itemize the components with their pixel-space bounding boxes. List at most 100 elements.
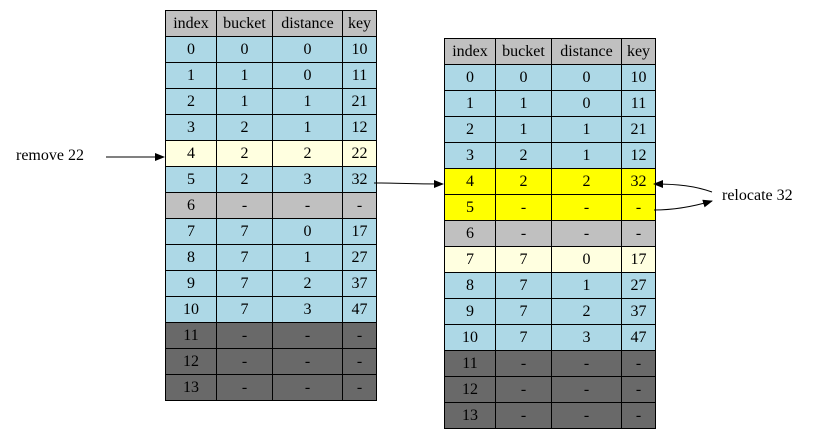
distance-cell: 1 [272,244,343,271]
bucket-cell: - [216,322,273,349]
bucket-cell: 7 [216,218,273,245]
key-cell: - [621,376,656,403]
distance-cell: 0 [551,64,622,91]
bucket-cell: 2 [216,140,273,167]
key-cell: 21 [621,116,656,143]
bucket-cell: - [495,402,552,429]
distance-cell: 3 [272,296,343,323]
index-cell: 1 [165,62,217,89]
index-cell: 7 [165,218,217,245]
table-row: 7 7 0 17 [165,218,377,245]
index-cell: 2 [444,116,496,143]
distance-cell: 3 [272,166,343,193]
table-row: 3 2 1 12 [165,114,377,141]
column-header-key: key [342,10,377,37]
distance-cell: - [272,322,343,349]
distance-cell: 0 [551,246,622,273]
left-hash-table: index bucket distance key 0 0 0 10 1 1 0 11 2 1 1 2… [165,10,377,401]
distance-cell: 3 [551,324,622,351]
index-cell: 10 [444,324,496,351]
key-cell: 11 [621,90,656,117]
table-row: 13- - - [444,402,656,429]
index-cell: 5 [444,194,496,221]
distance-cell: - [272,374,343,401]
index-cell: 2 [165,88,217,115]
bucket-cell: - [216,374,273,401]
distance-cell: 1 [551,272,622,299]
index-cell: 11 [165,322,217,349]
bucket-cell: - [495,376,552,403]
key-cell: 37 [342,270,377,297]
index-cell: 3 [444,142,496,169]
key-cell: 12 [342,114,377,141]
bucket-cell: - [495,194,552,221]
bucket-cell: 1 [216,62,273,89]
table-row: 0 0 0 10 [165,36,377,63]
bucket-cell: 1 [495,116,552,143]
distance-cell: 2 [272,140,343,167]
distance-cell: 0 [272,62,343,89]
key-cell: - [342,374,377,401]
distance-cell: 0 [272,218,343,245]
column-header-bucket: bucket [495,38,552,65]
key-cell: 17 [342,218,377,245]
table-row: 5--- [444,194,656,221]
bucket-cell: 1 [495,90,552,117]
bucket-cell: 0 [216,36,273,63]
table-row: 3 2 1 12 [444,142,656,169]
relocate-annotation-label: relocate 32 [722,187,793,204]
distance-cell: 1 [272,88,343,115]
key-cell: 10 [621,64,656,91]
table-row: 13- - - [165,374,377,401]
relocate-arrow-out [653,199,713,211]
distance-cell: 1 [551,142,622,169]
index-cell: 10 [165,296,217,323]
key-cell: 47 [342,296,377,323]
left-table-body: 0 0 0 10 1 1 0 11 2 1 1 21 3 2 1 12 4 2 2 22 5 2 3 32 6- - -7 7 0 17 8… [165,36,377,401]
table-row: 12- - - [165,348,377,375]
distance-cell: - [551,220,622,247]
bucket-cell: 2 [495,168,552,195]
key-cell: 11 [342,62,377,89]
index-cell: 6 [165,192,217,219]
bucket-cell: 1 [216,88,273,115]
table-row: 12- - - [444,376,656,403]
bucket-cell: 7 [216,296,273,323]
index-cell: 11 [444,350,496,377]
bucket-cell: 2 [216,166,273,193]
distance-cell: - [272,192,343,219]
index-cell: 0 [444,64,496,91]
column-header-index: index [444,38,496,65]
table-row: 4 2 2 22 [165,140,377,167]
remove-annotation-label: remove 22 [16,147,84,164]
table-row: 0 0 0 10 [444,64,656,91]
key-cell: - [621,194,656,221]
bucket-cell: 7 [495,324,552,351]
table-row: 8 7 1 27 [444,272,656,299]
bucket-cell: - [495,350,552,377]
key-cell: 22 [342,140,377,167]
distance-cell: 2 [551,298,622,325]
table-row: 8 7 1 27 [165,244,377,271]
table-row: 1 1 0 11 [444,90,656,117]
distance-cell: - [551,350,622,377]
right-table-header: index bucket distance key [444,38,656,65]
distance-cell: 0 [272,36,343,63]
index-cell: 7 [444,246,496,273]
bucket-cell: 7 [495,246,552,273]
transition-arrow [373,179,444,188]
key-cell: - [621,402,656,429]
right-table-body: 0 0 0 10 1 1 0 11 2 1 1 21 3 2 1 12 4 2 2 32 5- - -6- - -7 7 0 17 8 7… [444,64,656,429]
key-cell: 32 [621,168,656,195]
key-cell: 21 [342,88,377,115]
table-row: 10 7 3 47 [444,324,656,351]
table-row: 2 1 1 21 [165,88,377,115]
table-row: 5 2 3 32 [165,166,377,193]
column-header-key: key [621,38,656,65]
table-row: 7 7 0 17 [444,246,656,273]
table-row: 1 1 0 11 [165,62,377,89]
key-cell: 17 [621,246,656,273]
distance-cell: - [272,348,343,375]
distance-cell: - [551,376,622,403]
